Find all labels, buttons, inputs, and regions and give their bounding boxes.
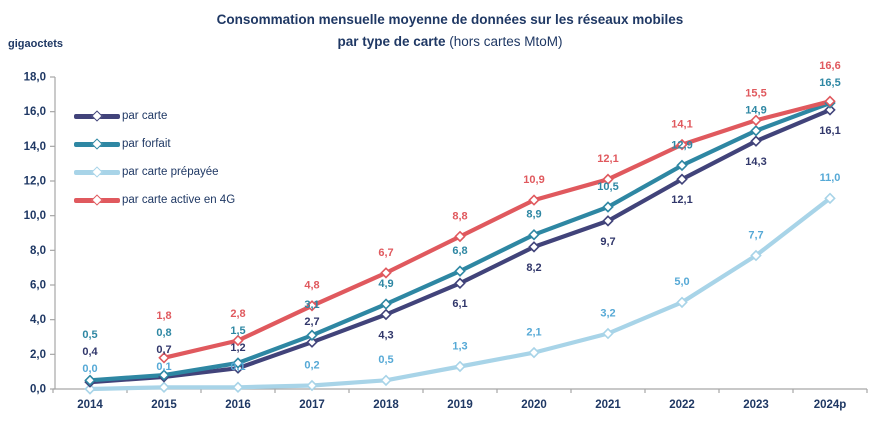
svg-text:12,1: 12,1 (671, 194, 692, 206)
svg-text:1,2: 1,2 (230, 342, 245, 354)
y-axis-unit-label: gigaoctets (8, 38, 64, 50)
svg-text:2,0: 2,0 (30, 349, 46, 361)
svg-text:2017: 2017 (299, 399, 325, 411)
svg-text:8,9: 8,9 (526, 209, 541, 221)
svg-text:10,5: 10,5 (597, 181, 618, 193)
svg-text:8,8: 8,8 (452, 210, 467, 222)
svg-text:14,0: 14,0 (24, 141, 46, 153)
svg-text:6,8: 6,8 (452, 245, 467, 257)
svg-text:12,1: 12,1 (597, 153, 618, 165)
svg-text:5,0: 5,0 (674, 276, 689, 288)
svg-text:1,5: 1,5 (230, 325, 245, 337)
svg-text:2022: 2022 (669, 399, 695, 411)
svg-text:12,9: 12,9 (671, 139, 692, 151)
svg-text:4,0: 4,0 (30, 314, 46, 326)
chart-legend: par carte par forfait par carte prépayée… (74, 102, 235, 214)
svg-text:2024p: 2024p (814, 399, 847, 411)
svg-text:4,9: 4,9 (378, 278, 393, 290)
diamond-marker-icon (91, 137, 103, 150)
svg-text:0,0: 0,0 (82, 363, 97, 375)
svg-text:1,3: 1,3 (452, 340, 467, 352)
svg-text:1,8: 1,8 (156, 310, 171, 322)
chart-title-line2: par type de carte (hors cartes MtoM) (337, 34, 563, 49)
chart-title-line1: Consommation mensuelle moyenne de donnée… (216, 12, 684, 27)
svg-text:4,8: 4,8 (304, 280, 319, 292)
legend-label: par carte prépayée (122, 166, 219, 178)
svg-text:2,7: 2,7 (304, 316, 319, 328)
svg-text:0,0: 0,0 (30, 384, 46, 396)
svg-text:16,5: 16,5 (819, 77, 840, 89)
svg-text:4,3: 4,3 (378, 329, 393, 341)
svg-text:6,0: 6,0 (30, 280, 46, 292)
svg-text:3,1: 3,1 (304, 299, 319, 311)
svg-text:6,1: 6,1 (452, 298, 467, 310)
svg-text:10,9: 10,9 (523, 174, 544, 186)
svg-text:9,7: 9,7 (600, 236, 615, 248)
legend-line-swatch (74, 137, 120, 150)
svg-text:15,5: 15,5 (745, 88, 766, 100)
svg-text:0,8: 0,8 (156, 327, 171, 339)
svg-text:2,1: 2,1 (526, 327, 541, 339)
svg-text:0,7: 0,7 (156, 344, 171, 356)
svg-text:3,2: 3,2 (600, 307, 615, 319)
legend-line-swatch (74, 109, 120, 122)
svg-text:18,0: 18,0 (24, 72, 46, 84)
svg-text:2016: 2016 (225, 399, 251, 411)
legend-item-par-carte: par carte (74, 102, 235, 130)
svg-text:16,1: 16,1 (819, 125, 840, 137)
legend-item-par-forfait: par forfait (74, 130, 235, 158)
svg-text:14,3: 14,3 (745, 156, 766, 168)
legend-item-par-carte-prepayee: par carte prépayée (74, 158, 235, 186)
svg-text:0,1: 0,1 (230, 361, 245, 373)
diamond-marker-icon (91, 109, 103, 122)
svg-text:2019: 2019 (447, 399, 473, 411)
svg-text:12,0: 12,0 (24, 176, 46, 188)
legend-line-swatch (74, 193, 120, 206)
svg-text:16,6: 16,6 (819, 60, 840, 72)
svg-text:14,1: 14,1 (671, 119, 692, 131)
diamond-marker-icon (91, 193, 103, 206)
svg-text:0,5: 0,5 (82, 329, 97, 341)
svg-text:2023: 2023 (743, 399, 769, 411)
svg-text:11,0: 11,0 (820, 172, 841, 184)
svg-text:8,2: 8,2 (526, 262, 541, 274)
svg-text:2021: 2021 (595, 399, 621, 411)
svg-text:2014: 2014 (77, 399, 103, 411)
diamond-marker-icon (91, 165, 103, 178)
legend-item-par-carte-active-4g: par carte active en 4G (74, 186, 235, 214)
svg-text:2020: 2020 (521, 399, 547, 411)
svg-text:16,0: 16,0 (24, 106, 46, 118)
svg-text:14,9: 14,9 (745, 105, 766, 117)
legend-label: par carte active en 4G (122, 194, 236, 206)
legend-line-swatch (74, 165, 120, 178)
svg-text:8,0: 8,0 (30, 245, 46, 257)
legend-label: par carte (122, 110, 168, 122)
chart-title: Consommation mensuelle moyenne de donnée… (40, 9, 860, 53)
svg-text:0,4: 0,4 (82, 346, 98, 358)
svg-text:0,1: 0,1 (156, 361, 171, 373)
legend-label: par forfait (122, 138, 171, 150)
svg-text:6,7: 6,7 (378, 247, 393, 259)
svg-text:7,7: 7,7 (748, 229, 763, 241)
svg-text:0,5: 0,5 (378, 354, 393, 366)
svg-text:10,0: 10,0 (24, 210, 46, 222)
svg-text:0,2: 0,2 (304, 359, 319, 371)
svg-text:2015: 2015 (151, 399, 177, 411)
svg-text:2,8: 2,8 (230, 308, 245, 320)
svg-text:2018: 2018 (373, 399, 399, 411)
